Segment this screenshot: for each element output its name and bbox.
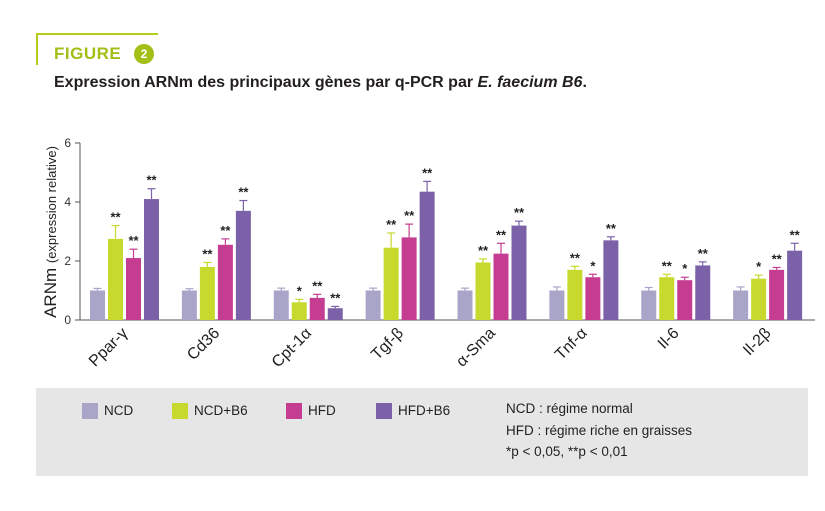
significance-label: ** (202, 246, 213, 261)
significance-label: ** (404, 208, 415, 223)
figure-title: Expression ARNm des principaux gènes par… (54, 74, 587, 92)
significance-label: * (756, 259, 762, 274)
figure-title-species: E. faecium B6 (477, 74, 583, 91)
bar-hfd-b6-cd36 (235, 210, 251, 320)
figure-bracket (36, 33, 158, 65)
bar-hfd-b6-cpt-1α (327, 308, 343, 320)
bar-hfd-il-6 (677, 280, 693, 320)
bar-hfd-b6-il-6 (695, 265, 711, 320)
bar-ncd-b6-il-2β (751, 278, 767, 320)
bar-ncd-tnf-α (549, 290, 565, 320)
significance-label: ** (606, 221, 617, 236)
legend-swatch-ncd (82, 403, 98, 419)
y-tick-label: 2 (64, 254, 71, 268)
y-tick-label: 0 (64, 313, 71, 327)
bar-hfd-il-2β (769, 269, 785, 320)
significance-label: ** (772, 251, 783, 266)
note-significance: *p < 0,05, **p < 0,01 (506, 444, 628, 459)
bar-ncd-ppar-γ (90, 290, 105, 320)
x-tick-label-cpt-1α: Cpt-1α (269, 325, 315, 371)
significance-label: ** (422, 165, 433, 180)
significance-label: ** (496, 227, 507, 242)
legend-label-ncd: NCD (104, 403, 134, 418)
bar-ncd-b6-il-6 (659, 277, 675, 320)
bar-ncd-b6-α-sma (475, 262, 491, 320)
bar-hfd-b6-tgf-β (419, 191, 435, 320)
bar-hfd-ppar-γ (126, 258, 141, 320)
figure-title-main: Expression ARNm des principaux gènes par… (54, 74, 478, 91)
bar-ncd-cpt-1α (273, 290, 289, 320)
significance-label: ** (312, 278, 323, 293)
bar-hfd-b6-ppar-γ (144, 199, 159, 320)
significance-label: ** (110, 210, 121, 225)
significance-label: ** (570, 250, 581, 265)
y-axis-label: ARNm (expression relative) (41, 146, 60, 318)
y-tick-label: 6 (64, 136, 71, 150)
bar-ncd-b6-ppar-γ (108, 238, 123, 320)
bar-ncd-tgf-β (365, 290, 381, 320)
significance-label: * (682, 261, 688, 276)
x-tick-label-cd36: Cd36 (184, 325, 223, 364)
significance-label: ** (128, 233, 139, 248)
bar-ncd-α-sma (457, 290, 473, 320)
bar-hfd-b6-tnf-α (603, 240, 619, 320)
note-ncd: NCD : régime normal (506, 401, 633, 416)
legend-swatch-hfd (286, 403, 302, 419)
significance-label: ** (698, 246, 709, 261)
x-tick-label-ppar-γ: Ppar-γ (86, 325, 131, 370)
bar-ncd-b6-cpt-1α (291, 302, 307, 320)
x-tick-label-tgf-β: Tgf-β (368, 325, 407, 364)
figure-label: FIGURE (54, 44, 122, 63)
significance-label: * (297, 283, 303, 298)
bar-hfd-b6-il-2β (787, 250, 803, 320)
significance-label: ** (790, 227, 801, 242)
significance-label: ** (662, 258, 673, 273)
figure-title-end: . (582, 74, 587, 91)
legend-notes: NCD : régime normal HFD : régime riche e… (506, 398, 692, 463)
bar-hfd-cpt-1α (309, 297, 325, 320)
legend-label-hfd-b6: HFD+B6 (398, 403, 451, 418)
bar-hfd-cd36 (217, 244, 233, 320)
significance-label: ** (478, 243, 489, 258)
x-tick-label-il-6: Il-6 (655, 325, 683, 353)
significance-label: ** (386, 217, 397, 232)
legend-panel: NCD NCD+B6 HFD HFD+B6 NCD : régime norma… (36, 388, 808, 476)
bar-ncd-il-6 (641, 290, 657, 320)
significance-label: ** (146, 173, 157, 188)
y-axis-label-main: ARNm (41, 263, 60, 318)
bar-hfd-tnf-α (585, 277, 601, 320)
bar-ncd-b6-tgf-β (383, 247, 399, 320)
significance-label: ** (514, 205, 525, 220)
x-tick-label-il-2β: Il-2β (740, 325, 774, 359)
significance-label: ** (330, 290, 341, 305)
bar-ncd-cd36 (181, 290, 197, 320)
note-hfd: HFD : régime riche en graisses (506, 422, 693, 438)
bar-hfd-b6-α-sma (511, 225, 527, 320)
figure-number-badge: 2 (134, 44, 154, 64)
bar-hfd-α-sma (493, 253, 509, 320)
bar-ncd-il-2β (733, 290, 749, 320)
legend-swatch-hfd-b6 (376, 403, 392, 419)
y-tick-label: 4 (64, 195, 71, 209)
significance-label: ** (220, 223, 231, 238)
legend-swatch-ncd-b6 (172, 403, 188, 419)
legend-label-ncd-b6: NCD+B6 (194, 403, 248, 418)
y-axis-label-sub: (expression relative) (44, 146, 59, 263)
bar-ncd-b6-tnf-α (567, 269, 583, 320)
bar-hfd-tgf-β (401, 237, 417, 320)
x-tick-label-α-sma: α-Sma (453, 325, 499, 371)
significance-label: * (590, 258, 596, 273)
x-tick-label-tnf-α: Tnf-α (552, 325, 591, 364)
significance-label: ** (238, 185, 249, 200)
figure-header: FIGURE 2 (36, 33, 196, 67)
legend-label-hfd: HFD (308, 403, 336, 418)
bar-ncd-b6-cd36 (199, 266, 215, 320)
